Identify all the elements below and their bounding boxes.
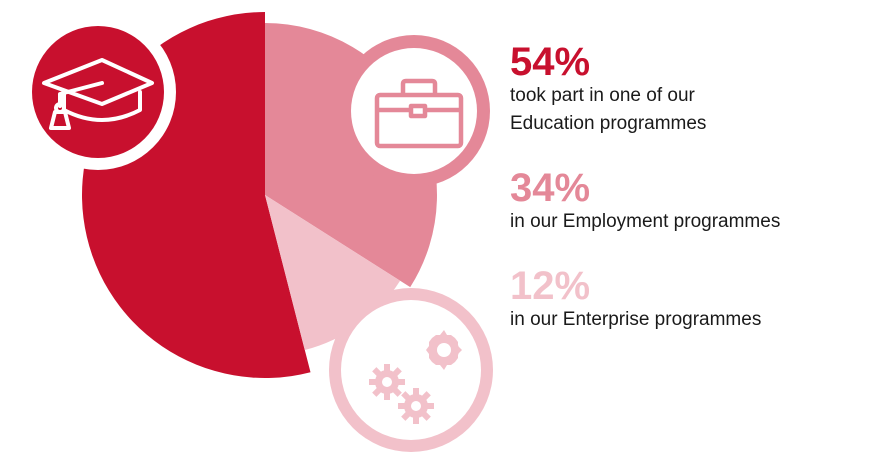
enterprise-percentage: 12%: [510, 264, 591, 308]
employment-badge: [338, 35, 490, 187]
education-description-line-1: took part in one of our: [510, 85, 695, 106]
legend-item-education: 54% took part in one of our Education pr…: [510, 42, 706, 138]
graduation-cap-icon: [42, 58, 154, 130]
education-description-line-2: Education programmes: [510, 113, 707, 134]
education-badge: [20, 14, 176, 170]
legend-item-enterprise: 12% in our Enterprise programmes: [510, 266, 761, 334]
gears-icon: [369, 330, 462, 424]
icon-badges: [20, 14, 493, 452]
briefcase-icon: [374, 78, 464, 149]
education-percentage: 54%: [510, 40, 591, 84]
employment-description: in our Employment programmes: [510, 211, 781, 232]
enterprise-description: in our Enterprise programmes: [510, 309, 762, 330]
legend-item-employment: 34% in our Employment programmes: [510, 168, 780, 236]
employment-percentage: 34%: [510, 166, 591, 210]
enterprise-badge: [329, 288, 493, 452]
